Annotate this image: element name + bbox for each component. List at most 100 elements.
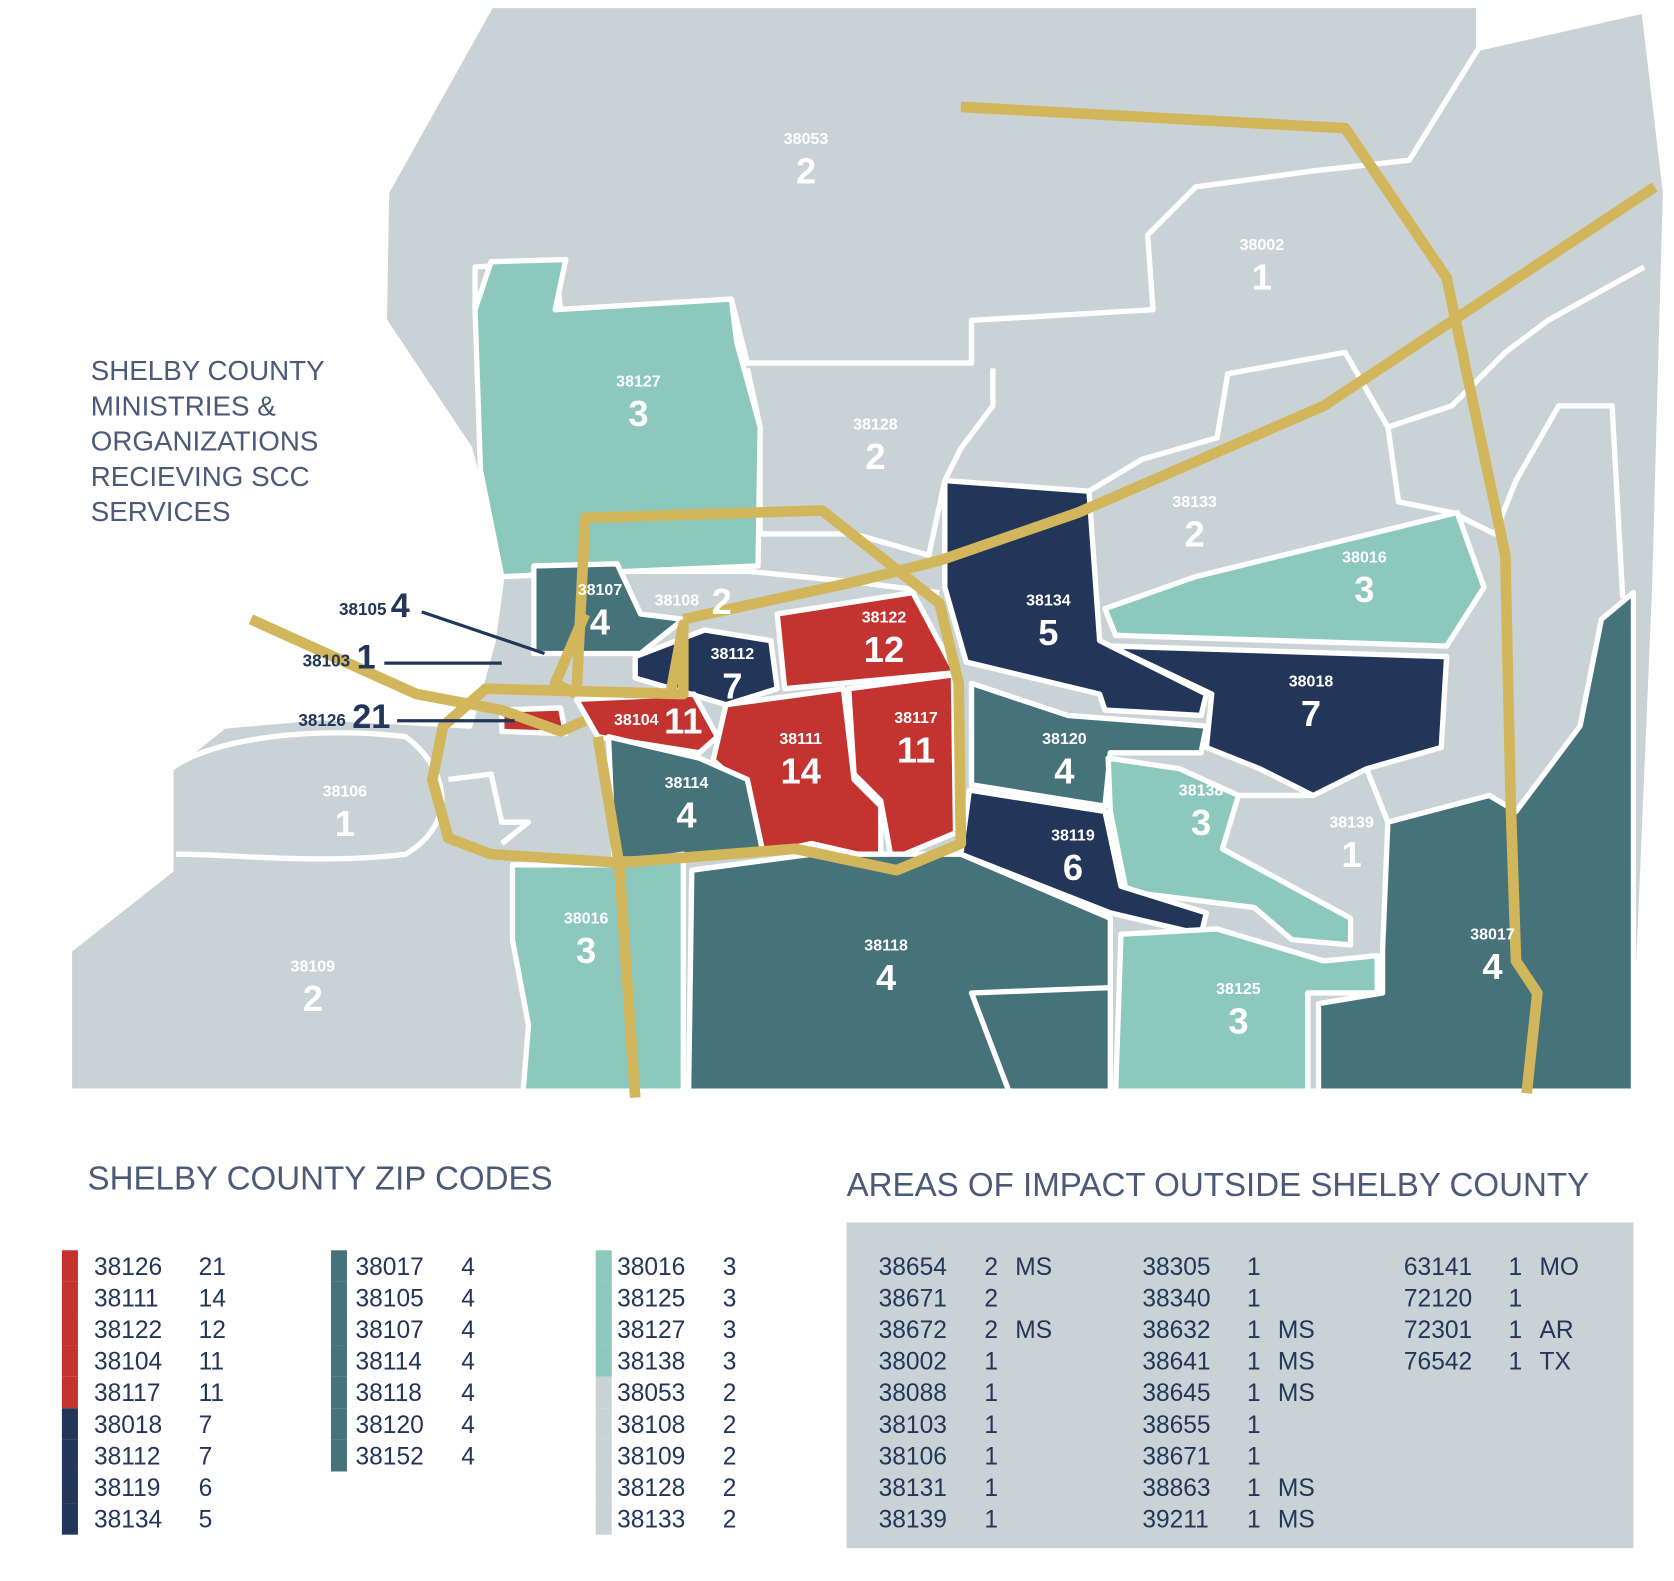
outside-count: 1: [1247, 1285, 1261, 1312]
legend-zip: 38053: [617, 1380, 685, 1407]
count-label: 3: [1191, 802, 1211, 843]
legend-swatch: [61, 1313, 78, 1346]
zip-label: 38120: [1042, 731, 1087, 748]
count-label: 3: [576, 930, 596, 971]
legend-swatch: [330, 1439, 347, 1472]
legend-zip: 38126: [94, 1254, 162, 1281]
zip-region: [1102, 509, 1487, 649]
legend-swatch: [595, 1250, 612, 1282]
legend-zip: 38120: [356, 1412, 424, 1439]
legend-count: 4: [461, 1254, 475, 1281]
boundary: [1385, 403, 1626, 599]
zip-label: 38002: [1240, 237, 1285, 254]
outside-count: 1: [1509, 1285, 1523, 1312]
legend-zip: 38109: [617, 1443, 685, 1470]
zip-label: 38017: [1470, 927, 1515, 944]
zip-label: 38117: [894, 710, 938, 727]
legend-zip: 38127: [617, 1317, 685, 1344]
outside-count: 1: [1247, 1254, 1261, 1281]
callout-zip: 38105: [339, 600, 387, 619]
legend-swatch: [61, 1439, 78, 1472]
map-title: RECIEVING SCC: [91, 461, 310, 492]
count-label: 2: [303, 978, 323, 1019]
zip-label: 38111: [779, 731, 822, 748]
count-label: 1: [335, 803, 355, 844]
legend-zip: 38152: [356, 1443, 424, 1470]
legend-swatch: [330, 1408, 347, 1440]
count-label: 1: [1252, 256, 1272, 297]
count-label: 7: [1301, 693, 1321, 734]
zip-label: 38128: [853, 416, 898, 433]
legend-count: 2: [723, 1380, 737, 1407]
legend-swatch: [61, 1376, 78, 1409]
count-label: 4: [1482, 946, 1502, 987]
outside-state: MS: [1278, 1507, 1315, 1534]
legend-swatch: [330, 1281, 347, 1314]
legend-zip: 38128: [617, 1475, 685, 1502]
highway: [248, 614, 588, 737]
zip-region: [1112, 926, 1380, 1094]
zip-region: [472, 256, 763, 580]
legend-swatch: [595, 1439, 612, 1472]
zip-label: 38119: [1051, 827, 1095, 844]
legend-swatch: [595, 1281, 612, 1314]
outside-zip: 38671: [1142, 1443, 1210, 1470]
zip-label: 38112: [711, 646, 755, 663]
zip-label: 38122: [862, 610, 907, 627]
zip-label: 38106: [323, 784, 368, 801]
legend-zip: 38016: [617, 1254, 685, 1281]
outside-zip: 38106: [879, 1443, 947, 1470]
count-label: 4: [876, 957, 896, 998]
map-title: SERVICES: [91, 496, 231, 527]
zip-label: 38118: [864, 937, 908, 954]
outside-count: 1: [984, 1349, 998, 1376]
legend-swatch: [595, 1345, 612, 1377]
legend-zip: 38104: [94, 1349, 162, 1376]
zip-label: 38107: [578, 582, 623, 599]
highway: [960, 101, 1543, 1094]
legend-count: 2: [723, 1443, 737, 1470]
legend-swatch: [595, 1408, 612, 1440]
zip-label: 38108: [655, 592, 700, 609]
zip-label: 38016: [1342, 550, 1387, 567]
highway: [549, 611, 590, 699]
legend-swatch: [61, 1471, 78, 1504]
legend-swatch: [595, 1503, 612, 1535]
outside-zip: 72301: [1404, 1317, 1472, 1344]
outside-title: AREAS OF IMPACT OUTSIDE SHELBY COUNTY: [847, 1167, 1590, 1204]
callout-zip: 38103: [303, 651, 351, 670]
legend-swatch: [61, 1281, 78, 1314]
outside-state: MO: [1539, 1254, 1579, 1281]
legend-count: 11: [199, 1349, 224, 1376]
outside-zip: 38863: [1142, 1475, 1210, 1502]
legend-count: 2: [723, 1412, 737, 1439]
legend-swatch: [61, 1345, 78, 1377]
legend-count: 4: [461, 1380, 475, 1407]
legend-count: 2: [723, 1507, 737, 1534]
outside-zip: 38655: [1142, 1412, 1210, 1439]
leader-line: [421, 610, 545, 655]
outside-count: 1: [984, 1412, 998, 1439]
outside-count: 1: [1247, 1475, 1261, 1502]
count-label: 5: [1038, 612, 1058, 653]
outside-count: 1: [1247, 1317, 1261, 1344]
outside-zip: 38088: [879, 1380, 947, 1407]
legend-count: 21: [199, 1254, 226, 1281]
zip-label: 38104: [614, 712, 659, 729]
outside-zip: 38672: [879, 1317, 947, 1344]
outside-zip: 38641: [1142, 1349, 1210, 1376]
outside-zip: 38002: [879, 1349, 947, 1376]
outside-count: 1: [1247, 1380, 1261, 1407]
legend-zip: 38107: [356, 1317, 424, 1344]
outside-state: MS: [1278, 1475, 1315, 1502]
legend-count: 3: [723, 1254, 737, 1281]
legend-count: 2: [723, 1475, 737, 1502]
legend-swatch: [61, 1408, 78, 1440]
legend-count: 14: [199, 1285, 226, 1312]
outside-count: 1: [1509, 1254, 1523, 1281]
legend-swatch: [330, 1250, 347, 1282]
legend-zip: 38125: [617, 1285, 685, 1312]
outside-zip: 38139: [879, 1507, 947, 1534]
outside-state: MS: [1015, 1254, 1052, 1281]
outside-state: MS: [1278, 1349, 1315, 1376]
